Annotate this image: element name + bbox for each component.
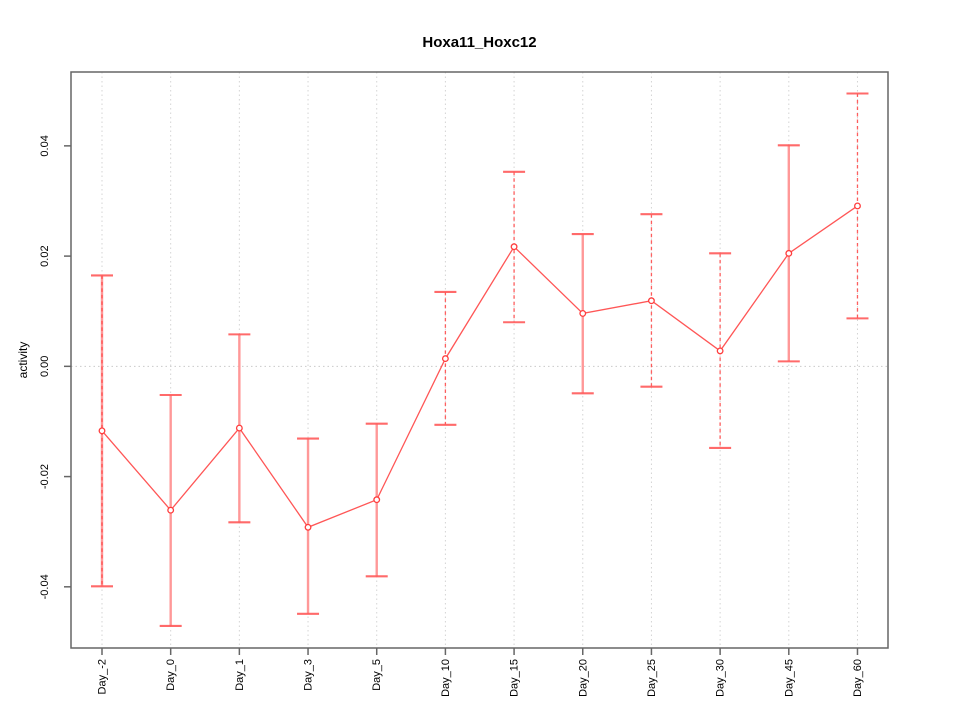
plot-frame [70,71,889,649]
x-tick-label: Day_30 [715,659,727,697]
y-axis-label: activity [16,342,30,379]
x-tick-label: Day_20 [577,659,589,697]
data-layer [91,92,869,628]
chart-title: Hoxa11_Hoxc12 [422,34,536,51]
data-point-marker [510,243,518,251]
y-tick-label: -0.02 [39,464,51,489]
x-tick-label: Day_10 [440,659,452,697]
data-point-marker [854,202,861,210]
y-tick-label: 0.04 [39,135,51,156]
data-point-marker [167,506,175,514]
x-tick-label: Day_0 [165,659,177,691]
x-tick-label: Day_3 [303,659,315,691]
x-tick-label: Day_5 [371,659,383,691]
x-tick-label: Day_45 [783,659,795,697]
x-tick-label: Day_1 [234,659,246,691]
x-tick-label: Day_15 [509,659,521,697]
data-point-marker [716,347,724,355]
data-point-marker [373,496,381,504]
x-tick-label: Day_-2 [97,659,109,694]
data-point-marker [441,355,449,363]
data-point-marker [647,297,655,305]
y-tick-label: 0.02 [39,245,51,266]
data-point-marker [785,249,793,257]
data-point-marker [579,309,587,317]
grid-layer [71,72,888,648]
x-tick-label: Day_25 [646,659,658,697]
data-point-marker [304,523,312,531]
data-point-marker [98,427,106,435]
y-tick-label: 0.00 [39,356,51,377]
data-point-marker [235,424,243,432]
series-line [101,205,858,529]
y-tick-label: -0.04 [39,574,51,599]
axis-layer: Day_-2 Day_0 Day_1 Day_3 Day_5 Day_10 Day_15 Da… [39,71,889,697]
x-tick-label: Day_60 [852,659,864,697]
